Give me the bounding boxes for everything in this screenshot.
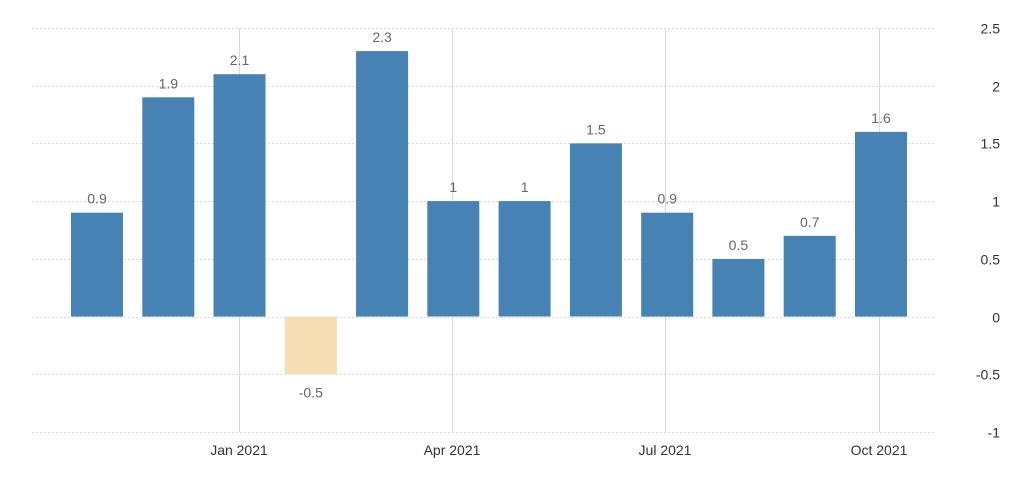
- bar[interactable]: [213, 74, 266, 317]
- bar[interactable]: [783, 235, 836, 317]
- bar[interactable]: [427, 201, 480, 317]
- y-tick-label: 1: [992, 194, 1000, 210]
- data-label: 0.9: [87, 191, 107, 207]
- bar[interactable]: [855, 131, 907, 317]
- bar[interactable]: [498, 201, 551, 317]
- data-label: 1: [521, 179, 529, 195]
- x-tick-label: Oct 2021: [851, 442, 908, 458]
- data-labels: 0.9 1.9 2.1 -0.5 2.3 1 1 1.5 0.9 0.5 0.7 1.6: [87, 29, 891, 400]
- y-tick-label: -1: [988, 425, 1001, 441]
- bar[interactable]: [712, 258, 765, 317]
- data-label: -0.5: [299, 384, 323, 400]
- bar[interactable]: [71, 212, 123, 317]
- y-tick-label: 0.5: [981, 252, 1001, 268]
- x-axis: Jan 2021 Apr 2021 Jul 2021 Oct 2021: [210, 442, 907, 458]
- bar[interactable]: [641, 212, 694, 317]
- y-tick-label: 1.5: [981, 136, 1001, 152]
- y-tick-label: -0.5: [976, 367, 1000, 383]
- data-label: 2.1: [230, 52, 250, 68]
- x-tick-label: Jul 2021: [639, 442, 692, 458]
- x-tick-label: Apr 2021: [424, 442, 481, 458]
- data-label: 1.6: [871, 110, 891, 126]
- data-label: 1: [449, 179, 457, 195]
- y-axis: 2.5 2 1.5 1 0.5 0 -0.5 -1: [976, 21, 1000, 441]
- bar[interactable]: [356, 51, 409, 317]
- bars: [71, 51, 907, 375]
- bar[interactable]: [284, 316, 337, 375]
- data-label: 1.9: [159, 75, 179, 91]
- data-label: 0.9: [657, 191, 677, 207]
- data-label: 0.7: [800, 214, 820, 230]
- data-label: 0.5: [729, 237, 749, 253]
- data-label: 2.3: [372, 29, 392, 45]
- x-tick-label: Jan 2021: [210, 442, 268, 458]
- data-label: 1.5: [586, 121, 606, 137]
- y-tick-label: 0: [992, 310, 1000, 326]
- y-tick-label: 2: [992, 79, 1000, 95]
- y-tick-label: 2.5: [981, 21, 1001, 37]
- bar[interactable]: [142, 97, 195, 317]
- bar[interactable]: [569, 143, 622, 317]
